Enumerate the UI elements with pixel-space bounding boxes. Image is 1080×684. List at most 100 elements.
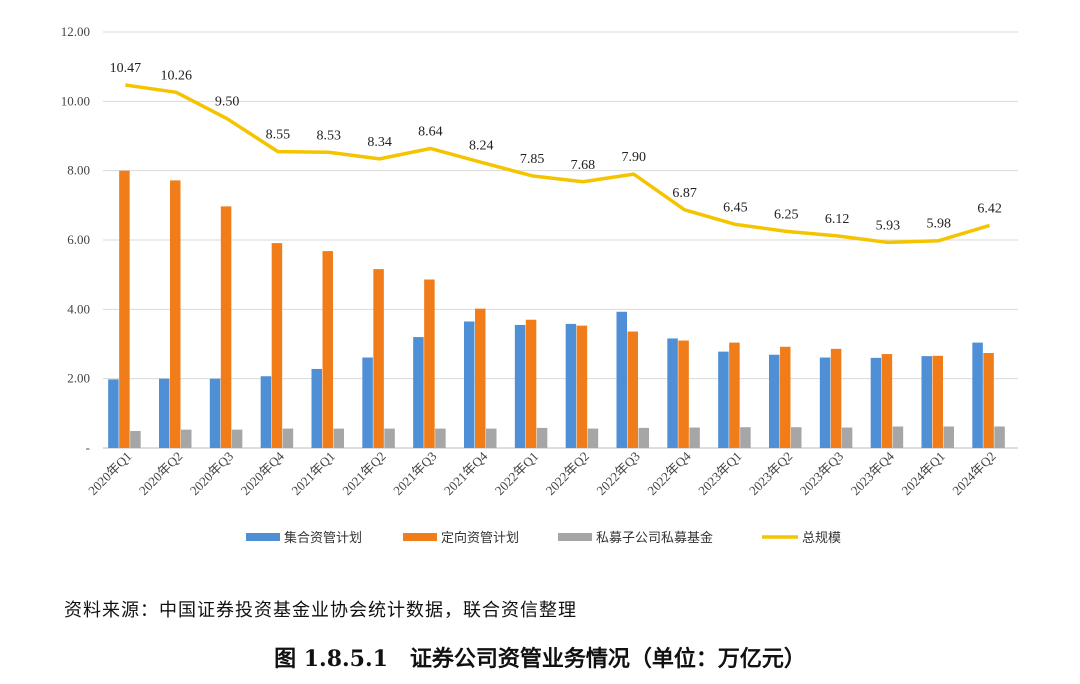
data-label: 7.68	[571, 158, 596, 173]
y-tick-label: -	[86, 440, 90, 455]
total-line	[125, 83, 991, 245]
x-tick-label: 2022年Q2	[543, 449, 592, 498]
data-label: 10.26	[161, 68, 193, 83]
data-label: 6.45	[723, 200, 748, 215]
data-label: 7.85	[520, 152, 545, 167]
data-label: 8.34	[367, 135, 392, 150]
bar	[486, 428, 497, 448]
bar	[231, 429, 243, 448]
bar	[616, 311, 627, 448]
bar	[627, 331, 638, 448]
bar	[932, 355, 943, 448]
bar	[464, 321, 475, 448]
bar	[435, 428, 446, 448]
legend-label: 总规模	[802, 531, 841, 546]
bars	[108, 170, 1005, 448]
bar	[514, 324, 526, 448]
data-label: 8.53	[317, 128, 342, 143]
bar	[769, 354, 780, 448]
total-series-line	[125, 83, 991, 245]
x-tick-label: 2024年Q2	[949, 449, 998, 498]
bar	[892, 426, 904, 448]
legend-swatch	[403, 533, 437, 541]
bar	[384, 428, 395, 448]
bar	[819, 357, 831, 448]
bar	[159, 378, 170, 448]
bar	[565, 323, 577, 448]
legend-label: 定向资管计划	[441, 530, 519, 546]
bar	[921, 356, 932, 448]
y-tick-label: 6.00	[67, 232, 90, 247]
bar	[830, 348, 842, 448]
y-tick-label: 12.00	[61, 24, 90, 39]
x-tick-label: 2023年Q4	[848, 448, 898, 498]
x-tick-label: 2021年Q3	[390, 449, 439, 498]
bar	[667, 338, 678, 448]
source-note: 资料来源：中国证券投资基金业协会统计数据，联合资信整理	[64, 600, 577, 621]
x-tick-label: 2024年Q1	[898, 449, 947, 498]
legend-label: 私募子公司私募基金	[596, 530, 713, 546]
bar	[994, 426, 1005, 448]
bar	[322, 251, 333, 448]
bar	[373, 269, 384, 448]
bar	[181, 429, 192, 448]
bar	[170, 180, 181, 448]
data-label: 7.90	[622, 150, 647, 165]
bar	[108, 379, 119, 448]
data-label: 5.98	[927, 217, 952, 232]
legend-swatch	[558, 533, 592, 541]
bar	[587, 428, 599, 448]
bar	[282, 428, 294, 448]
x-tick-label: 2023年Q1	[695, 449, 744, 498]
legend-label: 集合资管计划	[284, 530, 362, 546]
y-tick-label: 4.00	[67, 301, 90, 316]
x-tick-label: 2020年Q1	[85, 449, 134, 498]
data-label: 5.93	[876, 218, 901, 233]
bar	[678, 340, 689, 448]
data-label: 10.47	[110, 61, 142, 76]
y-tick-label: 8.00	[67, 163, 90, 178]
bar	[841, 427, 853, 448]
x-tick-label: 2023年Q3	[797, 449, 846, 498]
data-label: 6.87	[672, 186, 697, 201]
data-label: 6.25	[774, 207, 799, 222]
bar	[536, 427, 548, 448]
x-tick-label: 2022年Q1	[492, 449, 541, 498]
bar	[362, 357, 373, 448]
bar	[780, 346, 791, 448]
bar	[983, 353, 994, 448]
x-axis-ticks: 2020年Q1 2020年Q2 2020年Q3 2020年Q4 2021年Q1 2021年…	[85, 448, 999, 498]
x-tick-label: 2021年Q1	[288, 449, 337, 498]
y-tick-label: 10.00	[61, 93, 90, 108]
bar	[729, 342, 740, 448]
x-tick-label: 2021年Q4	[441, 448, 491, 498]
x-tick-label: 2021年Q2	[339, 449, 388, 498]
bar	[943, 426, 954, 448]
bar	[130, 431, 141, 448]
bar	[311, 368, 322, 448]
data-label: 8.55	[266, 128, 291, 143]
data-label: 9.50	[215, 95, 240, 110]
bar	[718, 351, 729, 448]
figure-caption: 图 1.8.5.1 证券公司资管业务情况（单位：万亿元）	[274, 646, 806, 672]
bar	[220, 206, 232, 448]
y-tick-label: 2.00	[67, 371, 90, 386]
x-tick-label: 2020年Q4	[238, 448, 288, 498]
bar	[740, 427, 751, 448]
x-tick-label: 2023年Q2	[746, 449, 795, 498]
bar	[260, 376, 272, 448]
bar	[525, 319, 537, 448]
bar	[972, 342, 983, 448]
bar	[119, 170, 130, 448]
bar	[791, 427, 802, 448]
data-label: 6.42	[977, 201, 1002, 216]
bar	[689, 427, 700, 448]
bar	[881, 354, 893, 448]
bar	[870, 357, 882, 448]
legend: 集合资管计划 定向资管计划 私募子公司私募基金 总规模	[246, 530, 841, 546]
bar	[333, 428, 344, 448]
bar	[475, 308, 486, 448]
x-tick-label: 2020年Q3	[187, 449, 236, 498]
chart: - 2.00 4.00 6.00 8.00 10.00 12.00 10.47 10.26 9.…	[61, 24, 1018, 546]
bar	[209, 378, 221, 448]
